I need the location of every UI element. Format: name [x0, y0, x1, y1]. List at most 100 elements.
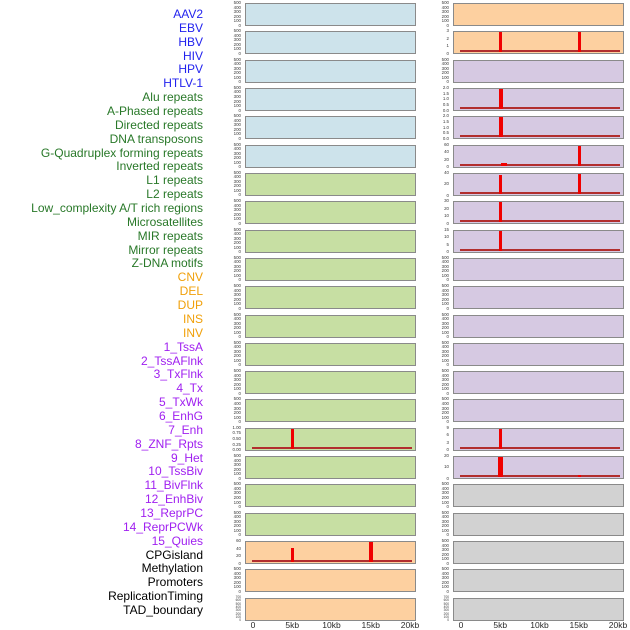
y-tick-label: 300	[233, 377, 241, 383]
y-tick-label: 400	[441, 316, 449, 322]
y-tick-label: 500	[441, 509, 449, 515]
y-tick-label: 10	[444, 213, 449, 219]
track-panel	[453, 512, 624, 536]
y-tick-label: 0	[238, 107, 241, 113]
y-tick-label: 400	[233, 32, 241, 38]
track-panel	[453, 371, 624, 395]
x-tick-label: 10kb	[322, 620, 341, 630]
y-tick-label: 500	[233, 56, 241, 62]
y-tick-label: 200	[233, 268, 241, 274]
y-tick-label: 0	[238, 50, 241, 56]
y-tick-label: 0	[447, 618, 449, 623]
y-axis-ticks: 500 400 300 200 100 0	[421, 312, 451, 340]
y-tick-label: 200	[233, 13, 241, 19]
y-tick-label: 400	[233, 372, 241, 378]
y-tick-label: 400	[441, 570, 449, 576]
y-tick-label: 500	[441, 538, 449, 544]
y-tick-label: 400	[441, 400, 449, 406]
y-tick-label: 500	[441, 56, 449, 62]
signal-spike	[291, 548, 295, 563]
y-tick-label: 500	[233, 0, 241, 5]
signal-spike	[369, 542, 374, 563]
track-label: Z-DNA motifs	[131, 256, 203, 271]
y-axis-ticks: 700 600 500 400 300 200 100 0	[213, 595, 243, 623]
y-tick-label: 0	[446, 22, 449, 28]
y-tick-label: 100	[441, 527, 449, 533]
y-tick-label: 100	[441, 386, 449, 392]
x-tick-label: 0	[458, 620, 464, 630]
signal-baseline	[460, 135, 620, 138]
y-axis-ticks: 500 400 300 200 100 0	[421, 368, 451, 396]
y-tick-label: 300	[235, 608, 241, 613]
y-tick-label: 1.5	[442, 118, 449, 124]
y-tick-label: 200	[441, 296, 449, 302]
signal-spike	[291, 428, 295, 449]
y-tick-label: 300	[441, 9, 449, 15]
y-tick-label: 400	[233, 61, 241, 67]
y-tick-label: 100	[441, 357, 449, 363]
y-tick-label: 100	[235, 615, 241, 620]
y-tick-label: 200	[233, 240, 241, 246]
track-panel	[245, 172, 416, 196]
track-label: Low_complexity A/T rich regions	[31, 201, 203, 216]
signal-spike	[577, 173, 581, 194]
y-tick-label: 100	[441, 414, 449, 420]
y-tick-label: 200	[233, 381, 241, 387]
y-tick-label: 100	[233, 103, 241, 109]
y-tick-label: 100	[233, 471, 241, 477]
y-axis-ticks: 500 400 300 200 100 0	[213, 453, 243, 481]
y-tick-label: 200	[233, 579, 241, 585]
y-tick-label: 0	[238, 135, 241, 141]
y-tick-label: 300	[233, 263, 241, 269]
y-tick-label: 200	[233, 98, 241, 104]
y-tick-label: 0	[238, 475, 241, 481]
y-tick-label: 300	[233, 575, 241, 581]
y-tick-label: 200	[233, 494, 241, 500]
y-tick-label: 40	[444, 169, 449, 175]
track-panel	[453, 87, 624, 111]
track-panel	[245, 314, 416, 338]
signal-spike	[499, 174, 503, 194]
track-label: CNV	[177, 270, 203, 285]
y-axis-ticks: 500 400 300 200 100 0	[213, 482, 243, 509]
x-tick-label: 15kb	[569, 620, 588, 630]
signal-spike	[499, 32, 503, 53]
track-label: Inverted repeats	[116, 159, 203, 174]
track-panel	[453, 3, 624, 26]
y-tick-label: 0	[238, 362, 241, 368]
track-panel	[453, 399, 624, 423]
y-tick-label: 500	[441, 339, 449, 345]
track-label: 11_BivFlnk	[144, 478, 203, 493]
y-tick-label: 20	[444, 181, 449, 187]
signal-spike	[577, 32, 581, 53]
y-tick-label: 500	[443, 601, 449, 606]
y-tick-label: 2.0	[442, 113, 449, 119]
track-panel	[453, 201, 624, 225]
y-tick-label: 400	[441, 344, 449, 350]
y-tick-label: 200	[233, 211, 241, 217]
track-label: 3_TxFlnk	[153, 367, 203, 382]
y-tick-label: 400	[233, 400, 241, 406]
y-axis-ticks: 30 20 10 0	[421, 198, 451, 226]
signal-baseline	[252, 446, 412, 449]
y-tick-label: 300	[233, 320, 241, 326]
track-panel	[453, 456, 624, 480]
y-tick-label: 200	[443, 611, 449, 616]
y-tick-label: 200	[441, 353, 449, 359]
track-label: G-Quadruplex forming repeats	[40, 145, 203, 160]
y-tick-label: 0.25	[232, 441, 241, 447]
y-tick-label: 3	[446, 28, 449, 34]
x-tick-label: 5kb	[493, 620, 508, 630]
y-tick-label: 300	[233, 150, 241, 156]
signal-spike	[498, 457, 504, 478]
track-panel	[453, 144, 624, 168]
track-label: 8_ZNF_Rpts	[134, 436, 203, 451]
y-tick-label: 10	[444, 234, 449, 240]
y-axis-ticks: 500 400 300 200 100 0	[213, 510, 243, 538]
track-panel	[245, 371, 416, 395]
y-tick-label: 100	[233, 216, 241, 222]
y-tick-label: 100	[233, 499, 241, 505]
y-tick-label: 0	[446, 504, 449, 510]
y-tick-label: 1.5	[442, 90, 449, 96]
